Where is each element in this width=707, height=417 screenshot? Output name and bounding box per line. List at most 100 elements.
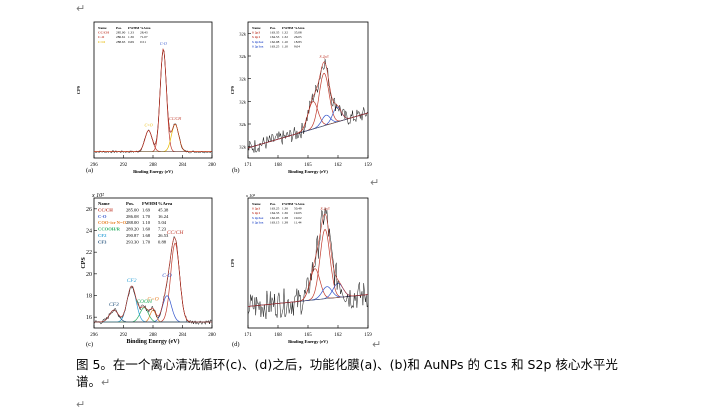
legend-fwhm: 1.36: [128, 35, 134, 39]
peak-label: CC/CH: [167, 230, 185, 236]
legend-fwhm: 1.38: [282, 220, 288, 224]
plot-frame: [247, 21, 369, 159]
plot-frame: [93, 21, 213, 159]
y-tick-label: 18: [86, 294, 92, 300]
fit-envelope-line: [247, 61, 369, 149]
legend-pos: 289.20: [126, 227, 139, 232]
legend-name: CC/CH: [98, 31, 109, 35]
legend-header: Pos.: [270, 202, 276, 206]
legend-fwhm: 1.10: [282, 44, 288, 48]
x-tick-label: 168: [274, 333, 282, 338]
figure-caption: 图 5。在一个离心清洗循环(c)、(d)之后，功能化膜(a)、(b)和 AuNP…: [76, 356, 636, 391]
peak-label: COOH: [136, 299, 153, 305]
legend-header: Pos.: [126, 201, 134, 206]
x-axis-label: Binding Energy (eV): [133, 169, 173, 174]
legend-area: 18.83: [294, 40, 302, 44]
legend-pos: 288.00: [126, 220, 139, 225]
peak-label: C-O: [162, 273, 172, 279]
paragraph-mark-ab: ↵: [370, 176, 380, 189]
legend-name: CCOOH/R: [98, 227, 121, 232]
x-tick-label: 162: [334, 333, 342, 338]
legend-name: S 2p1: [252, 211, 260, 215]
y-tick-label: 26: [86, 207, 92, 213]
x-tick-label: 159: [364, 333, 372, 338]
legend-fwhm: 1.69: [142, 207, 151, 212]
legend-header: FWHM: [282, 26, 294, 30]
x-tick-label: 280: [208, 163, 216, 168]
fit-envelope-line: [247, 213, 369, 307]
legend-pos: 285.00: [126, 207, 139, 212]
legend-name: S 2p3: [252, 207, 260, 211]
legend-header: %Area: [294, 26, 305, 30]
legend-name: S 2p3: [252, 31, 260, 35]
panel-label: (d): [232, 341, 240, 348]
legend-pos: 163.15: [270, 220, 280, 224]
legend-header: Name: [252, 202, 261, 206]
paragraph-mark-top: ↵: [76, 2, 86, 15]
x-tick-label: 284: [179, 163, 187, 168]
legend-header: Pos.: [116, 26, 122, 30]
legend-name: S 2p1ox: [252, 220, 264, 224]
legend-fwhm: 1.60: [142, 227, 151, 232]
caption-paragraph-mark: ↵: [101, 376, 111, 389]
legend-pos: 285.00: [116, 31, 126, 35]
legend-fwhm: 1.10: [282, 40, 288, 44]
x-axis-label: Binding Energy (eV): [126, 338, 179, 345]
x-axis-label: Binding Energy (eV): [288, 339, 328, 344]
legend-area: 0.88: [158, 239, 167, 244]
fit-envelope-line: [94, 237, 212, 323]
legend-fwhm: 1.70: [142, 239, 151, 244]
peak-label: S 2p3: [321, 206, 330, 211]
y-multiplier: x 10²: [91, 193, 104, 199]
y-tick-label: 16: [86, 315, 92, 321]
legend-header: Name: [252, 26, 261, 30]
y-tick-label: 32k: [239, 145, 247, 150]
legend-pos: 162.08: [270, 40, 280, 44]
y-tick-label: 32k: [239, 99, 247, 104]
plot-frame: [247, 197, 369, 329]
x-tick-label: 171: [244, 333, 252, 338]
peak-label: C=O: [144, 122, 152, 127]
legend-fwhm: 1.32: [282, 31, 288, 35]
y-tick-label: 32k: [239, 54, 247, 59]
legend-name: C-O: [98, 214, 107, 219]
legend-area: 45.38: [158, 207, 169, 212]
legend-pos: 286.61: [116, 35, 126, 39]
peak-label: CC/CH: [169, 116, 182, 121]
y-tick-label: 32k: [239, 122, 247, 127]
x-tick-label: 168: [274, 163, 282, 168]
legend-name: CF2: [98, 233, 107, 238]
spectrum-panel-c: 296 292 288 284 280 16 18 20 22 24 26 Binding Energ…: [80, 192, 218, 352]
paragraph-mark-bottom: ↵: [76, 398, 86, 411]
legend-area: 9.04: [294, 44, 300, 48]
legend-fwhm: 1.38: [282, 216, 288, 220]
legend-pos: 288.63: [116, 40, 126, 44]
panel-label: (a): [86, 167, 93, 174]
legend-area: 0.51: [140, 40, 146, 44]
legend-area: 50.49: [294, 207, 302, 211]
legend-fwhm: 1.33: [128, 31, 134, 35]
legend-pos: 164.53: [270, 35, 280, 39]
legend-pos: 293.30: [126, 239, 139, 244]
x-tick-label: 162: [334, 163, 342, 168]
y-tick-label: 20: [86, 272, 92, 278]
legend-header: Pos.: [270, 26, 276, 30]
panel-label: (b): [232, 167, 240, 174]
legend-fwhm: 1.70: [142, 214, 151, 219]
peak-label: CF2: [127, 278, 137, 284]
spectrum-chart-c: 296 292 288 284 280 16 18 20 22 24 26 Binding Energ…: [81, 193, 216, 348]
spectrum-data-line: [247, 59, 369, 153]
legend-pos: 163.25: [270, 44, 280, 48]
legend-name: CF3: [98, 239, 107, 244]
legend-fwhm: 1.36: [282, 207, 288, 211]
x-tick-label: 292: [120, 163, 128, 168]
x-tick-label: 288: [149, 333, 157, 338]
legend-name: S 2p3ox: [252, 40, 264, 44]
legend-area: 19.02: [294, 216, 302, 220]
legend-name: CC/CH: [98, 207, 113, 212]
spectrum-panel-b: 171 168 165 162 159 32k 32k 32k 32k 32k 32k Binding…: [226, 14, 372, 179]
legend-header: FWHM: [282, 202, 294, 206]
legend-header: %Area: [140, 26, 151, 30]
y-multiplier: x 10²: [245, 193, 256, 198]
y-tick-label: 32k: [239, 31, 247, 36]
